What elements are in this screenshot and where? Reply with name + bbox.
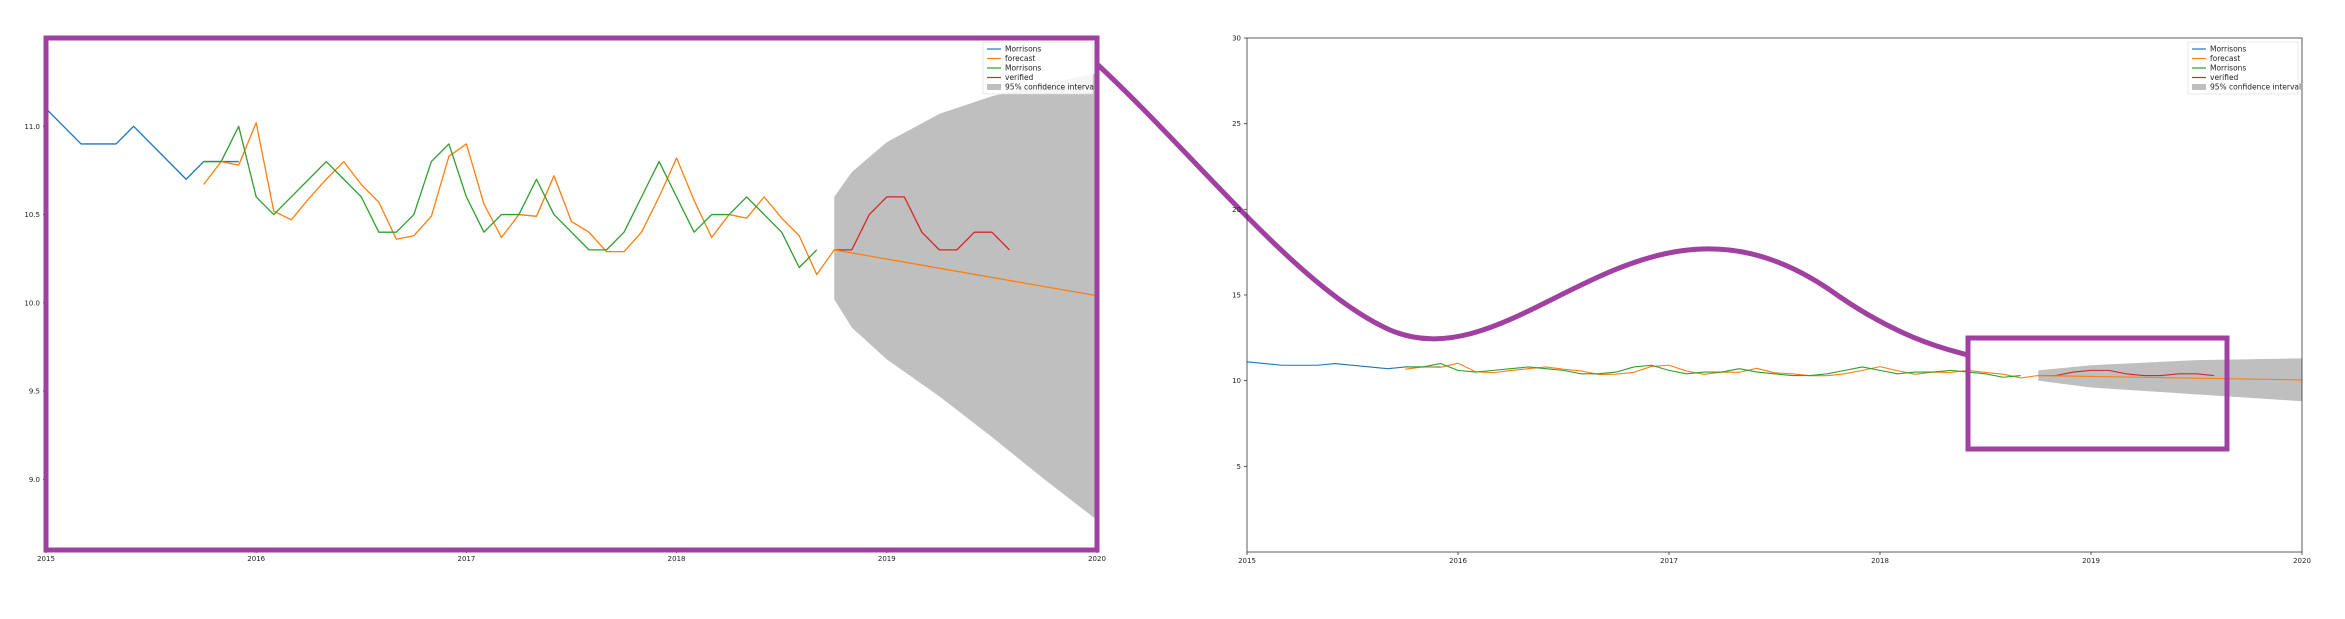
series-lines [45, 108, 1098, 297]
y-tick-label: 30 [1232, 35, 1241, 43]
series-line-forecast-4 [834, 249, 1098, 297]
zoom-connector-curve [1095, 62, 1969, 358]
legend-label: forecast [1005, 54, 1035, 63]
legend-swatch [987, 84, 1001, 90]
x-tick-label: 2019 [878, 555, 896, 563]
legend-label: verified [2210, 73, 2239, 82]
series-line-verified-3 [834, 196, 1010, 251]
zoom-region-highlight [1965, 335, 2230, 452]
plot-frame [1246, 37, 2303, 553]
confidence-interval-band [834, 73, 1097, 520]
x-tick-label: 2015 [37, 555, 55, 563]
x-tick-label: 2018 [668, 555, 686, 563]
series-line-morrisons-2 [203, 125, 818, 269]
x-tick-label: 2020 [2293, 557, 2311, 565]
y-tick-label: 15 [1232, 292, 1241, 300]
full-chart-panel: 2015 2016 2017 2018 2019 2020 5 10 15 20 25 30 Morr… [1232, 35, 2311, 566]
series-line-forecast-4 [2038, 374, 2303, 381]
x-tick-label: 2016 [1449, 557, 1467, 565]
legend-label: Morrisons [1005, 45, 1041, 54]
series-line-verified-3 [2038, 369, 2215, 377]
legend-label: verified [1005, 73, 1034, 82]
y-tick-label: 10.5 [24, 211, 40, 219]
x-tick-label: 2019 [2082, 557, 2100, 565]
y-tick-label: 25 [1232, 120, 1241, 128]
legend-label: forecast [2210, 54, 2240, 63]
series-line-morrisons-0 [1246, 361, 1441, 370]
y-tick-label: 9.5 [29, 388, 40, 396]
legend-box [2187, 41, 2299, 95]
series-lines [1246, 361, 2303, 381]
x-tick-label: 2020 [1088, 555, 1106, 563]
legend-label: 95% confidence interval [2210, 83, 2301, 92]
x-tick-label: 2018 [1871, 557, 1889, 565]
y-tick-label: 10 [1232, 377, 1241, 385]
y-tick-label: 20 [1232, 206, 1241, 214]
legend-label: 95% confidence interval [1005, 83, 1096, 92]
legend-box [982, 41, 1094, 95]
y-tick-label: 10.0 [24, 299, 40, 307]
legend-label: Morrisons [2210, 45, 2246, 54]
zoomed-chart-panel: 2015 2016 2017 2018 2019 2020 9.0 9.5 10.0 10.5 11… [24, 35, 1106, 563]
legend-label: Morrisons [1005, 64, 1041, 73]
y-tick-label: 5 [1237, 463, 1241, 471]
zoom-highlight-frame [43, 35, 1100, 553]
series-line-forecast-1 [203, 122, 835, 276]
x-tick-label: 2017 [457, 555, 475, 563]
axis-ticks: 2015 2016 2017 2018 2019 2020 5 10 15 20 25 30 [1232, 35, 2311, 566]
legend-label: Morrisons [2210, 64, 2246, 73]
series-line-morrisons-0 [45, 108, 239, 180]
confidence-interval-band [2038, 358, 2302, 402]
y-tick-label: 11.0 [24, 123, 40, 131]
x-tick-label: 2017 [1660, 557, 1678, 565]
legend-swatch [2192, 84, 2206, 90]
y-tick-label: 9.0 [29, 476, 40, 484]
confidence-interval-area [2038, 358, 2302, 402]
x-tick-label: 2015 [1238, 557, 1256, 565]
series-line-morrisons-2 [1405, 362, 2021, 378]
confidence-interval-area [834, 73, 1097, 520]
x-tick-label: 2016 [247, 555, 265, 563]
